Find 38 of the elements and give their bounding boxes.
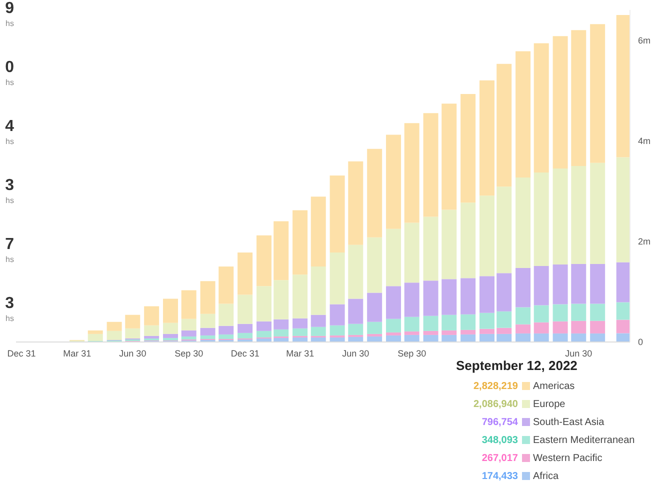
x-tick-label: Jun 30 [565,348,592,358]
legend-title: September 12, 2022 [456,358,578,373]
x-tick-label: Mar 31 [286,348,314,358]
legend-label: Eastern Mediterranean [533,434,635,446]
text: 174,433 [480,470,518,482]
y-tick-label: 6m [638,35,651,46]
x-tick-label: Sep 30 [174,348,204,358]
text: 267,017 [480,452,518,464]
legend-label: South-East Asia [533,416,604,428]
text: 3 [5,177,14,195]
x-tick-label: Jun 30 [342,348,370,358]
text: 4 [5,118,14,136]
text: hs [6,137,14,147]
legend-label: Europe [533,398,566,410]
x-tick-label: Mar 31 [63,348,92,358]
text: 348,093 [480,434,518,446]
x-tick-label: Dec 31 [7,348,36,358]
text: 796,754 [480,416,518,428]
legend-label: Africa [533,470,559,482]
x-tick-label: Sep 30 [398,348,426,358]
y-tick-label: 4m [638,136,651,146]
text: hs [6,255,14,265]
text: 3 [5,295,14,313]
text: 2,828,219 [472,380,518,392]
text: hs [6,19,14,29]
text: 7 [5,236,14,254]
x-tick-label: Dec 31 [230,348,260,358]
text: 0 [5,59,14,77]
text: hs [6,314,14,324]
x-tick-label: Jun 30 [119,348,146,358]
text: hs [6,78,14,88]
y-tick-label: 2m [638,236,651,247]
text: 9 [5,0,14,18]
y-tick-label: 0 [638,337,644,348]
text: 2,086,940 [472,398,518,410]
legend-label: Americas [533,380,575,392]
text: hs [6,196,14,206]
legend-label: Western Pacific [533,452,602,464]
